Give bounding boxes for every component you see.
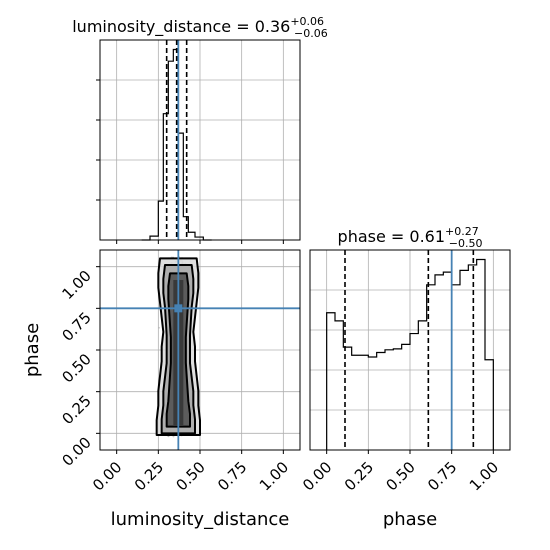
y-axis-label-phase: phase xyxy=(22,323,43,377)
x-tick-label-luminosity-distance: 0.25 xyxy=(131,458,167,494)
title-phase-plus: +0.27 xyxy=(445,225,479,238)
x-tick-label-phase: 0.00 xyxy=(299,458,335,494)
title-phase-minus: −0.50 xyxy=(449,237,483,250)
histogram-phase xyxy=(309,249,511,454)
title-phase-name: phase xyxy=(338,227,386,246)
x-tick-label-luminosity-distance: 0.50 xyxy=(172,458,208,494)
truth-marker xyxy=(174,304,183,313)
y-tick-label-phase: 1.00 xyxy=(58,267,94,303)
title-ld-plus: +0.06 xyxy=(290,15,324,28)
sample-point xyxy=(172,435,175,438)
title-phase: phase = 0.61+0.27 −0.50 xyxy=(338,225,483,250)
sample-point xyxy=(158,326,161,329)
x-tick-label-phase: 0.25 xyxy=(341,458,377,494)
x-tick-label-phase: 0.50 xyxy=(382,458,418,494)
y-tick-label-phase: 0.50 xyxy=(58,350,94,386)
scatter-contour-luminosity-distance-vs-phase xyxy=(96,249,301,454)
title-ld-minus: −0.06 xyxy=(294,27,328,40)
x-tick-label-luminosity-distance: 0.00 xyxy=(89,458,125,494)
x-tick-label-phase: 0.75 xyxy=(424,458,460,494)
title-phase-median: 0.61 xyxy=(409,227,445,246)
title-ld-name: luminosity_distance xyxy=(72,17,231,37)
x-tick-label-luminosity-distance: 0.75 xyxy=(214,458,250,494)
y-tick-label-phase: 0.75 xyxy=(58,308,94,344)
histogram-step-line xyxy=(326,258,494,450)
title-luminosity-distance: luminosity_distance = 0.36+0.06 −0.06 xyxy=(72,15,328,40)
x-tick-label-phase: 1.00 xyxy=(466,458,502,494)
y-tick-label-phase: 0.25 xyxy=(58,392,94,428)
x-axis-label-luminosity-distance: luminosity_distance xyxy=(111,509,290,530)
x-axis-label-phase: phase xyxy=(383,509,437,530)
x-tick-label-luminosity-distance: 1.00 xyxy=(256,458,292,494)
histogram-step-line xyxy=(141,48,212,241)
histogram-luminosity-distance xyxy=(96,39,301,244)
y-tick-label-phase: 0.00 xyxy=(58,433,94,469)
title-ld-median: 0.36 xyxy=(255,17,291,36)
